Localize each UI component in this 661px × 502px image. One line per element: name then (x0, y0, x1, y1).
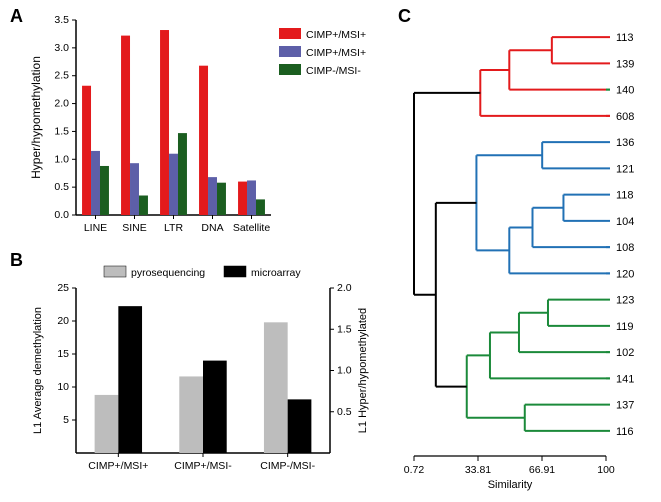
svg-text:10: 10 (57, 381, 69, 393)
svg-text:113: 113 (616, 32, 634, 44)
svg-text:0.0: 0.0 (54, 209, 69, 221)
svg-text:0.72: 0.72 (404, 464, 425, 476)
svg-text:116: 116 (616, 426, 634, 438)
svg-text:120: 120 (616, 268, 634, 280)
svg-text:20: 20 (57, 315, 69, 327)
svg-text:microarray: microarray (251, 267, 301, 279)
svg-text:Satellite: Satellite (233, 222, 271, 234)
svg-text:1.0: 1.0 (337, 365, 352, 377)
svg-text:SINE: SINE (122, 222, 147, 234)
panel-c-dendrogram: 113 139 140 608 136 121 118 104 108 120 123 119 102 1… (402, 16, 652, 494)
svg-text:CIMP-/MSI-: CIMP-/MSI- (260, 460, 315, 472)
panel-a-label: A (10, 6, 23, 27)
svg-text:25: 25 (57, 282, 69, 294)
svg-text:3.5: 3.5 (54, 14, 69, 26)
svg-text:CIMP+/MSI-: CIMP+/MSI- (174, 460, 232, 472)
svg-text:CIMP+/MSI+: CIMP+/MSI+ (88, 460, 148, 472)
svg-text:DNA: DNA (201, 222, 223, 234)
svg-text:2.0: 2.0 (337, 282, 352, 294)
svg-text:Similarity: Similarity (488, 479, 533, 491)
svg-text:2.0: 2.0 (54, 98, 69, 110)
panel-b-label: B (10, 250, 23, 271)
svg-text:LINE: LINE (84, 222, 107, 234)
svg-text:121: 121 (616, 163, 634, 175)
svg-text:Hyper/hypomethylation: Hyper/hypomethylation (29, 56, 43, 179)
svg-text:119: 119 (616, 321, 634, 333)
svg-text:1.0: 1.0 (54, 153, 69, 165)
svg-text:5: 5 (63, 414, 69, 426)
svg-text:1.5: 1.5 (54, 125, 69, 137)
svg-text:0.5: 0.5 (337, 406, 352, 418)
svg-text:123: 123 (616, 295, 634, 307)
svg-text:136: 136 (616, 137, 634, 149)
svg-text:0.5: 0.5 (54, 181, 69, 193)
svg-text:CIMP+/MSI+: CIMP+/MSI+ (306, 47, 366, 59)
svg-text:102: 102 (616, 347, 634, 359)
svg-text:66.91: 66.91 (529, 464, 555, 476)
svg-text:33.81: 33.81 (465, 464, 491, 476)
svg-text:2.5: 2.5 (54, 70, 69, 82)
svg-text:L1 Average demethylation: L1 Average demethylation (32, 307, 44, 434)
svg-text:3.0: 3.0 (54, 42, 69, 54)
svg-text:1.5: 1.5 (337, 323, 352, 335)
panel-b-chart: 5 10 15 20 25 0.5 1.0 1.5 2.0 L1 Average demethyl… (28, 260, 380, 492)
svg-text:118: 118 (616, 190, 634, 202)
svg-text:608: 608 (616, 111, 634, 123)
svg-text:pyrosequencing: pyrosequencing (131, 267, 205, 279)
svg-text:137: 137 (616, 400, 634, 412)
panel-a-chart: 0.0 0.5 1.0 1.5 2.0 2.5 3.0 3.5 Hyper/hypomethyl… (28, 10, 380, 245)
svg-text:104: 104 (616, 216, 634, 228)
svg-text:15: 15 (57, 348, 69, 360)
svg-text:CIMP-/MSI-: CIMP-/MSI- (306, 65, 361, 77)
svg-text:LTR: LTR (164, 222, 183, 234)
svg-text:L1 Hyper/hypomethylated: L1 Hyper/hypomethylated (357, 308, 369, 433)
svg-text:140: 140 (616, 85, 634, 97)
svg-text:CIMP+/MSI+: CIMP+/MSI+ (306, 29, 366, 41)
svg-text:108: 108 (616, 242, 634, 254)
svg-text:100: 100 (597, 464, 615, 476)
svg-text:141: 141 (616, 373, 634, 385)
svg-text:139: 139 (616, 58, 634, 70)
